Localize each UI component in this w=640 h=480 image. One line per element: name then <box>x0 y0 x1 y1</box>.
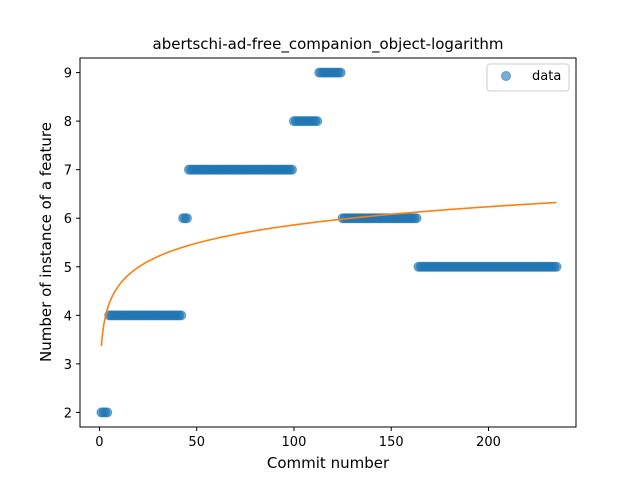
x-tick-label: 0 <box>95 435 103 450</box>
axes-frame <box>79 57 577 428</box>
y-axis: 2 3 4 5 6 7 8 9 <box>64 67 80 421</box>
data-point <box>411 213 422 224</box>
legend-box <box>486 63 570 92</box>
y-tick-label: 7 <box>64 164 72 179</box>
plot-area <box>79 57 577 428</box>
data-point <box>551 261 562 272</box>
data-point <box>335 67 346 78</box>
x-tick-label: 150 <box>379 435 404 450</box>
y-tick-label: 2 <box>64 406 72 421</box>
y-tick-label: 9 <box>64 67 72 82</box>
legend-marker-data <box>501 71 511 81</box>
legend-label-data: data <box>532 69 561 84</box>
x-axis: 0 50 100 150 200 <box>95 427 501 450</box>
fit-line <box>100 201 557 346</box>
legend: data <box>486 63 570 92</box>
y-tick-label: 5 <box>64 261 72 276</box>
y-axis-label: Number of instance of a feature <box>37 122 55 362</box>
x-tick-label: 200 <box>476 435 501 450</box>
data-series <box>96 67 562 418</box>
data-point <box>176 310 187 321</box>
data-point <box>181 213 192 224</box>
data-point <box>312 116 323 127</box>
x-tick-label: 50 <box>188 435 205 450</box>
data-point <box>287 164 298 175</box>
y-tick-label: 4 <box>64 309 72 324</box>
y-tick-label: 3 <box>64 358 72 373</box>
y-tick-label: 6 <box>64 212 72 227</box>
x-tick-label: 100 <box>282 435 307 450</box>
x-axis-label: Commit number <box>267 454 390 472</box>
chart-title: abertschi-ad-free_companion_object-logar… <box>153 35 504 54</box>
y-tick-label: 8 <box>64 115 72 130</box>
data-point <box>102 407 113 418</box>
